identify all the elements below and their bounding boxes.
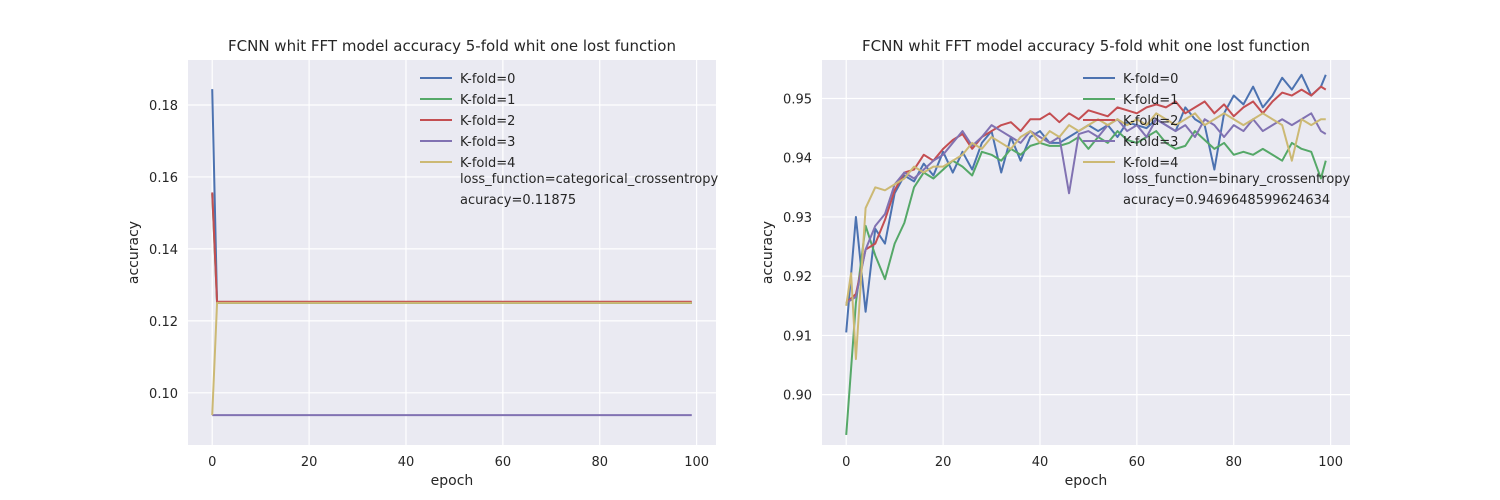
x-tick-label: 0 — [842, 455, 850, 470]
legend-label: K-fold=2 — [460, 114, 515, 129]
series-line-2 — [845, 85, 1327, 304]
y-axis-label: accuracy — [126, 221, 142, 284]
legend-label: K-fold=1 — [1123, 93, 1178, 108]
annotation-text: loss_function=binary_crossentropy — [1123, 172, 1351, 187]
x-tick-label: 80 — [1225, 455, 1242, 470]
annotation-text: acuracy=0.11875 — [460, 193, 576, 208]
legend-label: K-fold=0 — [460, 72, 515, 87]
x-tick-label: 60 — [1129, 455, 1146, 470]
series-line-2 — [211, 192, 692, 303]
series-line-4 — [845, 112, 1326, 361]
legend: K-fold=0 K-fold=1 K-fold=2 K-fold=3 K-fold=4 — [1083, 72, 1178, 171]
y-tick-label: 0.16 — [149, 171, 178, 186]
legend-label: K-fold=3 — [1123, 135, 1178, 150]
y-tick-label: 0.10 — [149, 387, 178, 402]
chart-title: FCNN whit FFT model accuracy 5-fold whit… — [228, 37, 676, 55]
y-tick-label: 0.18 — [149, 99, 178, 114]
y-tick-label: 0.93 — [783, 211, 812, 226]
chart-title: FCNN whit FFT model accuracy 5-fold whit… — [862, 37, 1310, 55]
legend-label: K-fold=0 — [1123, 72, 1178, 87]
y-tick-label: 0.95 — [783, 93, 812, 108]
annotation-text: acuracy=0.9469648599624634 — [1123, 193, 1330, 208]
legend-label: K-fold=1 — [460, 93, 515, 108]
x-tick-label: 40 — [398, 455, 415, 470]
x-tick-label: 0 — [208, 455, 216, 470]
x-tick-label: 40 — [1032, 455, 1049, 470]
legend-label: K-fold=2 — [1123, 114, 1178, 129]
chart-2: 0 20 40 60 80 100 0.90 0.91 0.92 0.93 0.94 0.95 FCNN… — [760, 37, 1351, 489]
y-axis-label: accuracy — [760, 221, 776, 284]
y-tick-label: 0.92 — [783, 270, 812, 285]
x-tick-label: 100 — [1318, 455, 1343, 470]
plot-area — [822, 60, 1350, 445]
x-tick-label: 80 — [591, 455, 608, 470]
y-tick-label: 0.90 — [783, 389, 812, 404]
legend: K-fold=0 K-fold=1 K-fold=2 K-fold=3 K-fold=4 — [420, 72, 515, 171]
y-tick-label: 0.12 — [149, 315, 178, 330]
annotation-text: loss_function=categorical_crossentropy — [460, 172, 719, 187]
series-line-4 — [211, 301, 692, 416]
series-line-3 — [845, 112, 1327, 304]
legend-label: K-fold=4 — [1123, 156, 1178, 171]
plot-area — [188, 60, 716, 445]
x-tick-label: 20 — [301, 455, 318, 470]
y-tick-label: 0.94 — [783, 152, 812, 167]
y-tick-label: 0.14 — [149, 243, 178, 258]
x-axis-label: epoch — [1065, 473, 1108, 489]
x-tick-label: 100 — [684, 455, 709, 470]
series-line-1 — [845, 130, 1327, 436]
y-tick-label: 0.91 — [783, 329, 812, 344]
legend-label: K-fold=4 — [460, 156, 515, 171]
chart-1: 0 20 40 60 80 100 0.10 0.12 0.14 0.16 0.18 FCNN whi… — [126, 37, 719, 489]
legend-label: K-fold=3 — [460, 135, 515, 150]
x-tick-label: 20 — [935, 455, 952, 470]
x-axis-label: epoch — [431, 473, 474, 489]
x-tick-label: 60 — [495, 455, 512, 470]
